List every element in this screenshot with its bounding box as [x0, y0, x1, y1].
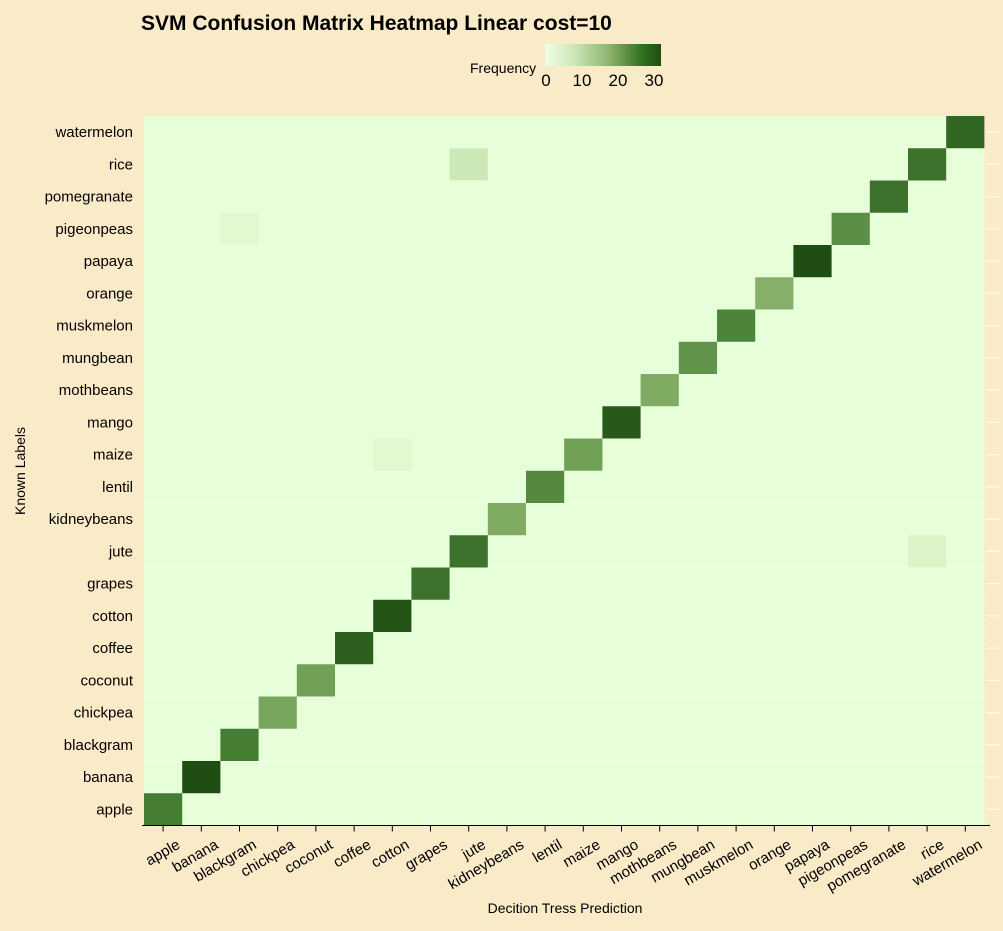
x-tick-label-lentil: lentil	[530, 836, 565, 866]
heatmap-cell-blackgram-blackgram	[220, 728, 259, 761]
heatmap-cell-orange-orange	[755, 277, 794, 310]
x-tick-label-coffee: coffee	[330, 836, 374, 871]
heatmap-cell-rice-rice	[908, 148, 947, 181]
y-tick-label-kidneybeans: kidneybeans	[49, 511, 133, 528]
y-tick-label-lentil: lentil	[102, 479, 133, 496]
legend-tick-10: 10	[572, 71, 592, 90]
heatmap-cell-jute-rice	[908, 535, 947, 568]
x-tick-label-watermelon: watermelon	[909, 836, 986, 890]
y-tick-label-watermelon: watermelon	[54, 124, 133, 141]
heatmap-cell-mungbean-mungbean	[678, 341, 717, 374]
y-tick-label-mungbean: mungbean	[62, 350, 133, 367]
y-tick-label-papaya: papaya	[84, 253, 134, 270]
y-tick-label-pomegranate: pomegranate	[45, 189, 133, 206]
y-tick-label-chickpea: chickpea	[74, 705, 134, 722]
heatmap-cell-pigeonpeas-pigeonpeas	[831, 212, 870, 245]
legend-tick-0: 0	[541, 71, 551, 90]
y-tick-label-mango: mango	[87, 414, 133, 431]
x-axis-title: Decition Tress Prediction	[487, 900, 643, 916]
heatmap-cell-watermelon-watermelon	[946, 116, 985, 149]
y-tick-label-apple: apple	[96, 801, 133, 818]
heatmap-cell-apple-apple	[144, 793, 183, 826]
y-tick-label-blackgram: blackgram	[64, 737, 133, 754]
x-tick-label-grapes: grapes	[402, 836, 450, 874]
heatmap-cell-jute-jute	[449, 535, 488, 568]
heatmap-cell-coffee-coffee	[335, 632, 374, 665]
y-tick-label-grapes: grapes	[87, 576, 133, 593]
y-tick-label-cotton: cotton	[92, 608, 133, 625]
heatmap-cell-papaya-papaya	[793, 245, 832, 278]
x-tick-label-kidneybeans: kidneybeans	[445, 836, 526, 893]
y-axis-title: Known Labels	[12, 427, 28, 515]
legend-title: Frequency	[470, 60, 537, 76]
heatmap-cell-rice-jute	[449, 148, 488, 181]
heatmap-cell-lentil-lentil	[526, 470, 565, 503]
heatmap-cell-mothbeans-mothbeans	[640, 374, 679, 407]
y-tick-label-muskmelon: muskmelon	[56, 318, 133, 335]
legend-tick-30: 30	[644, 71, 664, 90]
y-tick-label-banana: banana	[83, 769, 134, 786]
heatmap-cell-pigeonpeas-blackgram	[220, 212, 259, 245]
y-tick-label-coffee: coffee	[92, 640, 133, 657]
y-tick-label-pigeonpeas: pigeonpeas	[55, 221, 133, 238]
legend-tick-20: 20	[608, 71, 628, 90]
heatmap-cell-pomegranate-pomegranate	[869, 180, 908, 213]
heatmap-cell-mango-mango	[602, 406, 641, 439]
y-tick-label-mothbeans: mothbeans	[59, 382, 133, 399]
heatmap-cell-kidneybeans-kidneybeans	[487, 503, 526, 536]
y-tick-label-coconut: coconut	[80, 672, 133, 689]
heatmap-cell-coconut-coconut	[296, 664, 335, 697]
y-tick-label-rice: rice	[109, 156, 133, 173]
y-tick-label-orange: orange	[86, 285, 133, 302]
heatmap-cell-muskmelon-muskmelon	[717, 309, 756, 342]
legend-colorbar	[545, 44, 661, 66]
heatmap-cell-banana-banana	[182, 761, 221, 794]
chart-title: SVM Confusion Matrix Heatmap Linear cost…	[141, 12, 612, 35]
heatmap-cell-grapes-grapes	[411, 567, 450, 600]
heatmap-cell-chickpea-chickpea	[258, 696, 297, 729]
heatmap-cell-cotton-cotton	[373, 599, 412, 632]
heatmap-cell-maize-maize	[564, 438, 603, 471]
y-tick-label-maize: maize	[93, 447, 133, 464]
heatmap-cell-maize-cotton	[373, 438, 412, 471]
y-tick-label-jute: jute	[108, 543, 133, 560]
